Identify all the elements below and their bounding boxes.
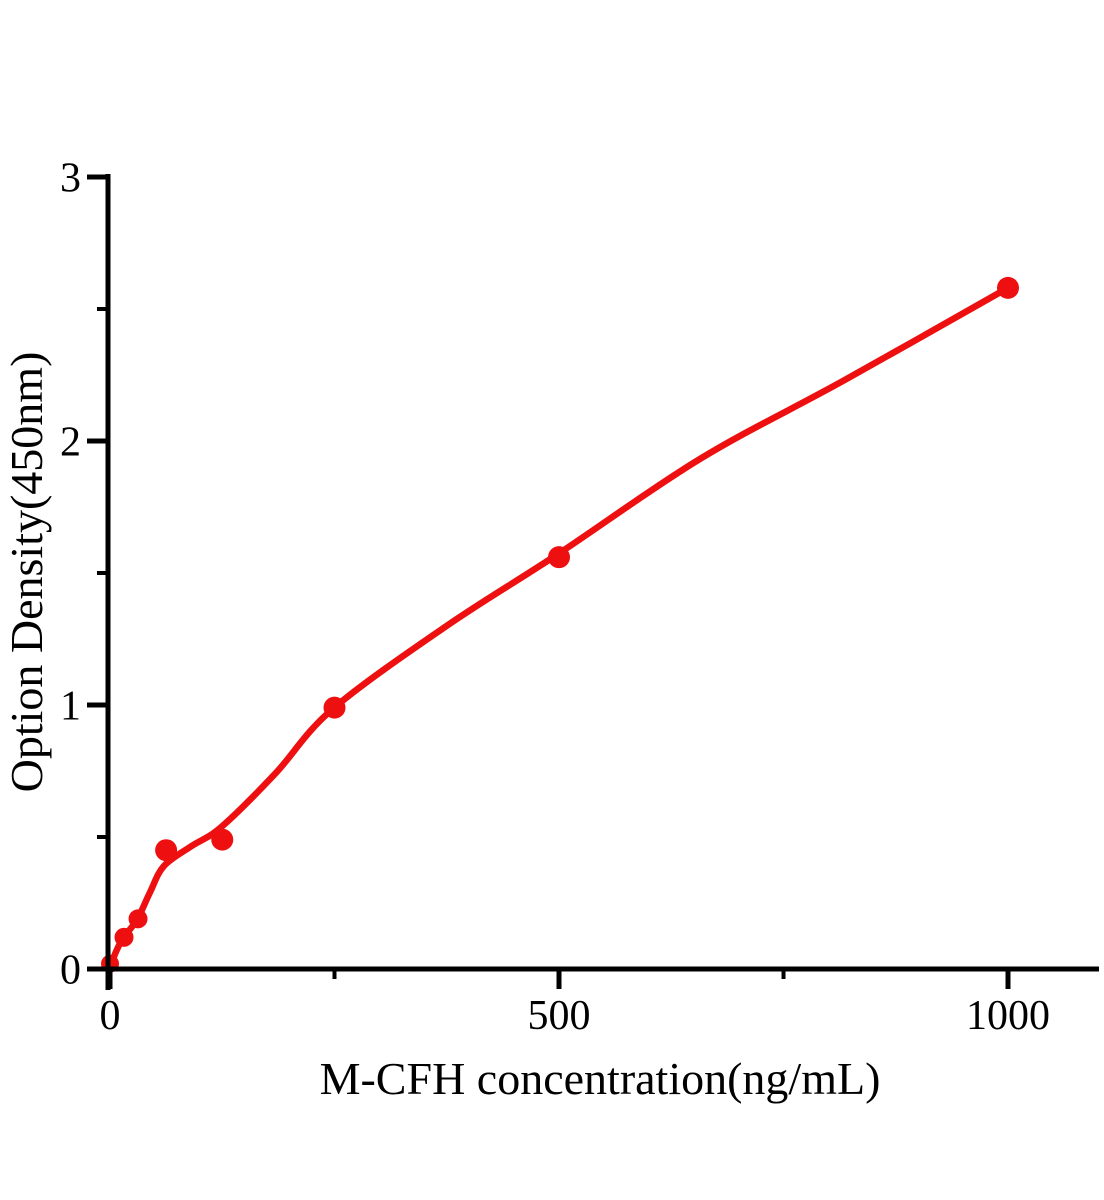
data-point bbox=[155, 839, 178, 862]
data-point bbox=[211, 828, 234, 851]
data-point bbox=[548, 546, 570, 569]
x-tick-label: 500 bbox=[528, 993, 591, 1039]
y-tick-label: 3 bbox=[60, 156, 81, 202]
y-tick-label: 2 bbox=[60, 420, 81, 466]
y-axis-title: Option Density(450nm) bbox=[1, 352, 52, 793]
data-point bbox=[323, 696, 346, 719]
fit-curve bbox=[106, 284, 1012, 973]
data-point bbox=[997, 276, 1019, 299]
data-point bbox=[128, 909, 148, 929]
y-tick-label: 0 bbox=[60, 948, 81, 994]
x-tick-label: 1000 bbox=[966, 993, 1050, 1039]
data-point bbox=[114, 927, 134, 947]
y-tick-label: 1 bbox=[60, 684, 81, 730]
x-tick-label: 0 bbox=[100, 993, 121, 1039]
x-axis-title: M-CFH concentration(ng/mL) bbox=[320, 1053, 881, 1104]
